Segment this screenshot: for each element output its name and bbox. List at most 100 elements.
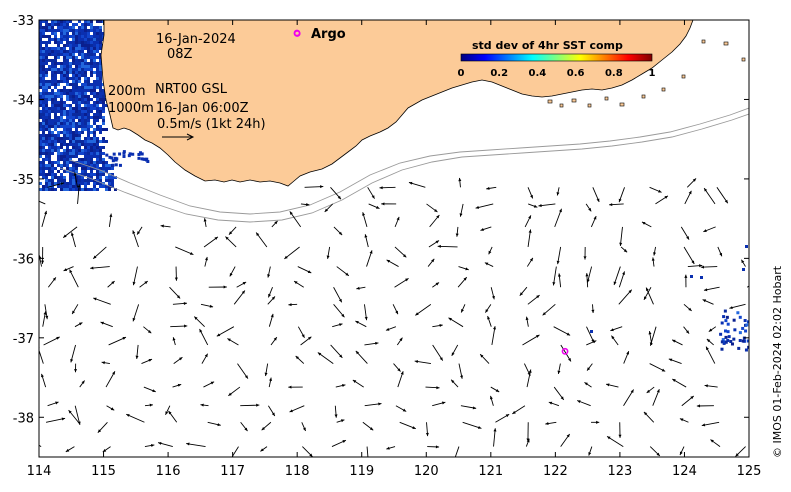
- sst-pixel: [69, 125, 72, 128]
- sst-pixel: [75, 71, 78, 74]
- sst-pixel: [69, 44, 72, 47]
- current-vector: [295, 355, 305, 364]
- sst-pixel: [732, 318, 736, 322]
- sst-pixel: [54, 41, 57, 44]
- sst-pixel: [81, 32, 84, 35]
- sst-pixel: [45, 137, 48, 140]
- sst-pixel: [69, 35, 72, 38]
- sst-pixel: [63, 65, 66, 68]
- sst-pixel: [42, 29, 45, 32]
- current-vector: [47, 401, 59, 407]
- sst-pixel: [724, 329, 728, 333]
- current-vector: [606, 435, 624, 447]
- sst-pixel: [42, 158, 45, 161]
- sst-pixel: [69, 143, 72, 146]
- sst-pixel: [87, 23, 90, 26]
- sst-pixel: [51, 62, 54, 65]
- sst-pixel: [90, 50, 93, 53]
- y-axis: -33 -34 -35 -36 -37 -38: [13, 14, 749, 426]
- sst-pixel: [72, 95, 75, 98]
- sst-pixel: [51, 176, 54, 179]
- sst-pixel: [90, 164, 93, 167]
- current-vector: [646, 386, 655, 394]
- current-vector: [284, 246, 300, 260]
- current-vector: [364, 304, 368, 321]
- sst-pixel: [42, 83, 45, 86]
- sst-pixel: [118, 152, 122, 156]
- sst-pixel: [60, 98, 63, 101]
- sst-pixel: [42, 173, 45, 176]
- current-vector: [584, 381, 592, 388]
- x-tick-label: 125: [737, 464, 762, 479]
- sst-pixel: [96, 65, 99, 68]
- sst-pixel: [93, 83, 96, 86]
- current-vector: [716, 187, 729, 204]
- sst-pixel: [75, 116, 78, 119]
- sst-pixel: [45, 152, 48, 155]
- x-tick-label: 115: [91, 464, 116, 479]
- sst-pixel: [112, 152, 116, 156]
- sst-pixel: [72, 170, 75, 173]
- current-vector: [330, 344, 343, 359]
- sst-pixel: [54, 107, 57, 110]
- sst-pixel: [75, 167, 78, 170]
- sst-pixel: [78, 188, 81, 191]
- sst-pixel: [90, 44, 93, 47]
- x-tick-label: 118: [285, 464, 310, 479]
- sst-pixel: [87, 98, 90, 101]
- sst-pixel: [39, 71, 42, 74]
- sst-pixel: [90, 98, 93, 101]
- sst-pixel: [93, 185, 96, 188]
- sst-pixel: [48, 134, 51, 137]
- sst-pixel: [84, 125, 87, 128]
- sst-pixel: [75, 146, 78, 149]
- sst-pixel: [39, 143, 42, 146]
- sst-pixel: [48, 107, 51, 110]
- sst-pixel: [111, 185, 114, 188]
- sst-pixel: [54, 110, 57, 113]
- sst-pixel: [87, 146, 90, 149]
- sst-pixel: [725, 315, 729, 319]
- current-vector: [619, 226, 623, 247]
- sst-pixel: [72, 116, 75, 119]
- sst-pixel: [111, 176, 114, 179]
- sst-pixel: [72, 122, 75, 125]
- sst-pixel: [42, 110, 45, 113]
- sst-pixel: [78, 32, 81, 35]
- sst-pixel: [99, 83, 102, 86]
- sst-pixel: [57, 134, 60, 137]
- sst-pixel: [39, 161, 42, 164]
- sst-pixel: [75, 32, 78, 35]
- sst-pixel: [102, 185, 105, 188]
- sst-pixel: [84, 59, 87, 62]
- sst-pixel: [78, 59, 81, 62]
- product-time-label: 16-Jan 06:00Z: [156, 101, 249, 116]
- sst-pixel: [54, 137, 57, 140]
- sst-pixel: [69, 155, 72, 158]
- current-vector: [557, 273, 562, 288]
- current-vector: [332, 323, 343, 328]
- current-vector: [583, 246, 587, 260]
- sst-pixel: [57, 53, 60, 56]
- sst-pixel: [78, 164, 81, 167]
- sst-pixel: [69, 62, 72, 65]
- sst-pixel: [99, 59, 102, 62]
- sst-pixel: [75, 152, 78, 155]
- sst-pixel: [60, 62, 63, 65]
- sst-pixel: [72, 179, 75, 182]
- sst-pixel: [63, 149, 66, 152]
- sst-pixel: [63, 137, 66, 140]
- current-vector: [41, 373, 47, 388]
- sst-pixel: [726, 330, 730, 334]
- sst-pixel: [60, 50, 63, 53]
- sst-pixel: [90, 26, 93, 29]
- sst-pixel: [63, 164, 66, 167]
- current-vector: [493, 428, 497, 447]
- sst-pixel: [743, 319, 747, 323]
- sst-pixel: [63, 50, 66, 53]
- sst-pixel: [63, 143, 66, 146]
- sst-pixel: [93, 41, 96, 44]
- sst-pixel: [102, 116, 105, 119]
- current-vector: [460, 405, 477, 410]
- current-vector: [200, 403, 209, 407]
